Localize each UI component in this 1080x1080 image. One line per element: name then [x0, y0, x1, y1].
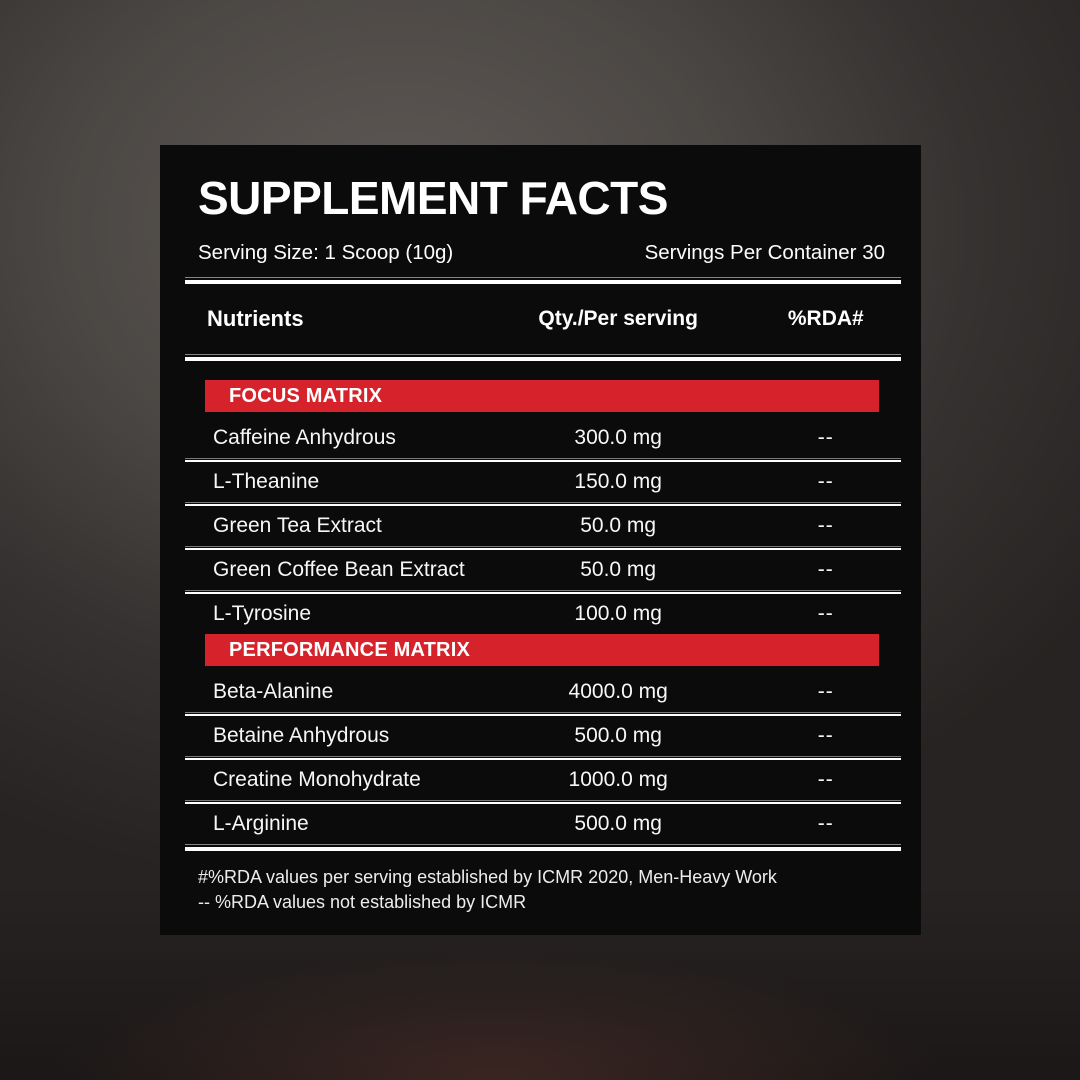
nutrient-rda: --: [817, 558, 834, 581]
footnotes: #%RDA values per serving established by …: [198, 865, 901, 915]
nutrient-rda: --: [817, 680, 834, 703]
section-header-bar: FOCUS MATRIX: [205, 380, 879, 412]
nutrient-rda: --: [817, 514, 834, 537]
nutrient-row: L-Tyrosine 100.0 mg --: [185, 594, 901, 634]
row-divider: [185, 546, 901, 550]
nutrient-rda: --: [817, 470, 834, 493]
row-divider: [185, 458, 901, 462]
row-divider: [185, 590, 901, 594]
footnote-rda-not-established: -- %RDA values not established by ICMR: [198, 892, 527, 912]
nutrient-name: Green Coffee Bean Extract: [213, 558, 465, 581]
nutrient-row: Creatine Monohydrate 1000.0 mg --: [185, 760, 901, 800]
column-header-qty: Qty./Per serving: [538, 307, 698, 330]
servings-per-container: Servings Per Container 30: [644, 241, 885, 264]
nutrient-row: Caffeine Anhydrous 300.0 mg --: [185, 418, 901, 458]
serving-info-row: Serving Size: 1 Scoop (10g) Servings Per…: [185, 239, 901, 267]
nutrient-row: Green Tea Extract 50.0 mg --: [185, 506, 901, 546]
nutrient-row: Betaine Anhydrous 500.0 mg --: [185, 716, 901, 756]
nutrient-qty: 500.0 mg: [574, 724, 662, 747]
nutrient-name: L-Arginine: [213, 812, 309, 835]
divider-thick-header: [185, 354, 901, 361]
nutrient-rda: --: [817, 426, 834, 449]
nutrient-rda: --: [817, 602, 834, 625]
nutrient-name: L-Theanine: [213, 470, 320, 493]
nutrient-name: L-Tyrosine: [213, 602, 312, 625]
divider-thick-bottom: [185, 844, 901, 851]
supplement-facts-panel: SUPPLEMENT FACTS Serving Size: 1 Scoop (…: [160, 145, 921, 935]
nutrition-table-body: FOCUS MATRIX Caffeine Anhydrous 300.0 mg…: [185, 380, 901, 844]
nutrient-name: Beta-Alanine: [213, 680, 334, 703]
nutrient-name: Creatine Monohydrate: [213, 768, 421, 791]
nutrient-qty: 500.0 mg: [574, 812, 662, 835]
nutrient-name: Caffeine Anhydrous: [213, 426, 396, 449]
nutrient-rda: --: [817, 768, 834, 791]
serving-size: Serving Size: 1 Scoop (10g): [198, 241, 454, 264]
column-header-nutrients: Nutrients: [207, 306, 304, 331]
nutrient-qty: 50.0 mg: [580, 558, 657, 581]
nutrient-qty: 4000.0 mg: [568, 680, 668, 703]
nutrient-qty: 150.0 mg: [574, 470, 662, 493]
nutrient-qty: 50.0 mg: [580, 514, 657, 537]
nutrient-row: Green Coffee Bean Extract 50.0 mg --: [185, 550, 901, 590]
row-divider: [185, 756, 901, 760]
nutrient-name: Betaine Anhydrous: [213, 724, 390, 747]
row-divider: [185, 502, 901, 506]
nutrient-rda: --: [817, 812, 834, 835]
divider-thick-top: [185, 277, 901, 284]
row-divider: [185, 712, 901, 716]
nutrient-qty: 300.0 mg: [574, 426, 662, 449]
section-header-bar: PERFORMANCE MATRIX: [205, 634, 879, 666]
nutrient-name: Green Tea Extract: [213, 514, 382, 537]
row-divider: [185, 800, 901, 804]
section-title: FOCUS MATRIX: [229, 384, 383, 407]
column-header-rda: %RDA#: [787, 307, 864, 330]
nutrient-qty: 100.0 mg: [574, 602, 662, 625]
panel-title: SUPPLEMENT FACTS: [198, 172, 668, 224]
nutrient-row: L-Theanine 150.0 mg --: [185, 462, 901, 502]
nutrient-row: Beta-Alanine 4000.0 mg --: [185, 672, 901, 712]
nutrient-qty: 1000.0 mg: [568, 768, 668, 791]
footnote-rda-source: #%RDA values per serving established by …: [198, 867, 777, 887]
column-header-row: Nutrients Qty./Per serving %RDA#: [185, 284, 901, 354]
nutrient-row: L-Arginine 500.0 mg --: [185, 804, 901, 844]
nutrient-rda: --: [817, 724, 834, 747]
section-title: PERFORMANCE MATRIX: [229, 638, 471, 661]
